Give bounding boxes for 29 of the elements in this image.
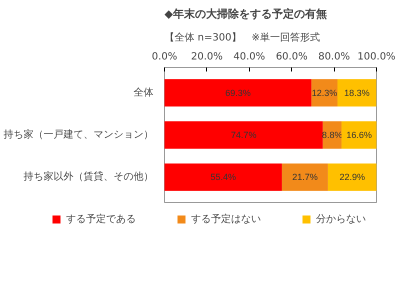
data-label: 21.7% — [292, 172, 318, 182]
x-tick-label: 20.0% — [191, 52, 223, 62]
bar — [164, 79, 312, 107]
x-tick-label: 80.0% — [318, 52, 350, 62]
chart-title: ◆年末の大掃除をする予定の有無 — [164, 8, 327, 20]
chart-subtitle: 【全体 n=300】 ※単一回答形式 — [164, 32, 320, 44]
legend-label: 分からない — [316, 213, 366, 226]
x-tick-label: 0.0% — [152, 52, 178, 62]
data-label: 55.4% — [210, 172, 236, 182]
data-label: 69.3% — [225, 88, 251, 98]
data-label: 74.7% — [230, 130, 256, 140]
data-label: 12.3% — [312, 88, 338, 98]
y-tick-label: 全体 — [134, 86, 154, 98]
y-tick-label: 持ち家以外（賃貸、その他） — [24, 170, 154, 183]
legend-label: する予定はない — [191, 212, 261, 226]
bar — [337, 79, 376, 107]
bar — [328, 163, 376, 191]
x-tick-label: 60.0% — [276, 52, 308, 62]
data-label: 18.3% — [344, 88, 370, 98]
bar — [164, 163, 282, 191]
bar — [342, 121, 376, 149]
data-label: 16.6% — [346, 130, 372, 140]
x-tick-label: 40.0% — [233, 52, 266, 62]
bar — [164, 121, 323, 149]
data-label: 22.9% — [339, 172, 365, 182]
y-tick-label: 持ち家（一戸建て、マンション） — [4, 128, 154, 140]
bar — [282, 163, 328, 191]
x-tick-label: 100.0% — [357, 52, 396, 62]
legend-label: する予定である — [66, 212, 136, 226]
